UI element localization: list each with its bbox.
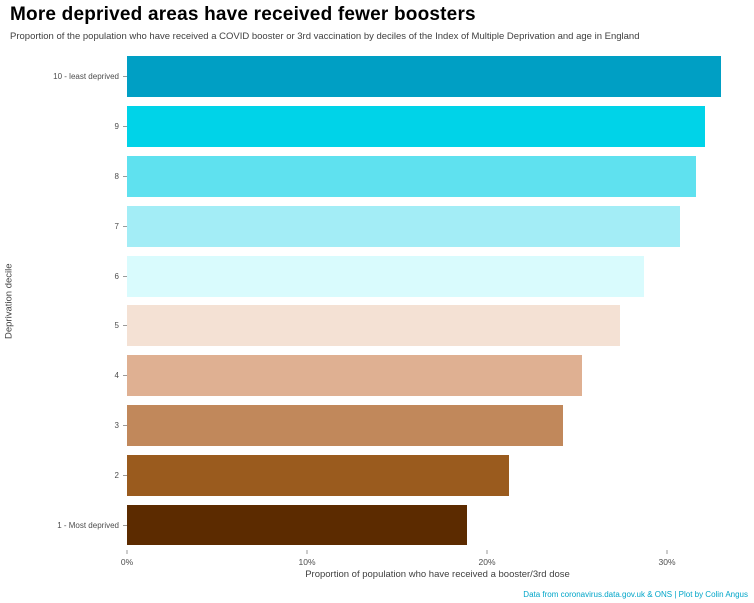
y-tick-mark	[123, 275, 127, 277]
y-tick-label: 4	[114, 371, 119, 381]
y-tick-mark	[123, 76, 127, 78]
bar-row	[127, 201, 748, 251]
bar	[127, 504, 468, 546]
bar-row	[127, 450, 748, 500]
y-tick-mark	[123, 225, 127, 227]
y-tick-labels: 10 - least deprived 9 8 7 6 5 4 3 2 1 - Most depr…	[0, 52, 127, 550]
bar	[127, 205, 680, 247]
x-tick-label: 10%	[298, 557, 316, 567]
bar-row	[127, 102, 748, 152]
chart-title: More deprived areas have received fewer …	[10, 4, 476, 25]
y-tick-row: 4	[0, 351, 127, 401]
y-tick-row: 5	[0, 301, 127, 351]
y-tick-label: 10 - least deprived	[53, 72, 119, 82]
bar-row	[127, 351, 748, 401]
y-tick-label: 1 - Most deprived	[57, 520, 119, 530]
y-tick-row: 8	[0, 152, 127, 202]
y-tick-row: 10 - least deprived	[0, 52, 127, 102]
bar-row	[127, 500, 748, 550]
plot-panel	[127, 52, 748, 550]
bar	[127, 405, 563, 446]
y-tick-row: 7	[0, 201, 127, 251]
bar	[127, 56, 721, 98]
y-tick-row: 9	[0, 102, 127, 152]
x-axis-title: Proportion of population who have receiv…	[305, 569, 570, 580]
bar-row	[127, 401, 748, 451]
y-tick-mark	[123, 474, 127, 476]
y-tick-row: 1 - Most deprived	[0, 500, 127, 550]
y-tick-row: 3	[0, 401, 127, 451]
chart-caption: Data from coronavirus.data.gov.uk & ONS …	[523, 590, 748, 599]
bar-row	[127, 52, 748, 102]
y-tick-label: 2	[114, 470, 119, 480]
y-tick-row: 6	[0, 251, 127, 301]
y-tick-mark	[123, 175, 127, 177]
y-tick-mark	[123, 524, 127, 526]
bar	[127, 106, 705, 148]
y-tick-label: 6	[114, 271, 119, 281]
y-tick-label: 5	[114, 321, 119, 331]
bar	[127, 156, 696, 197]
y-tick-mark	[123, 126, 127, 128]
y-tick-row: 2	[0, 450, 127, 500]
chart-subtitle: Proportion of the population who have re…	[10, 31, 640, 42]
bar-row	[127, 152, 748, 202]
bar-row	[127, 251, 748, 301]
bar	[127, 454, 509, 496]
bar	[127, 255, 644, 297]
y-tick-mark	[123, 375, 127, 377]
x-tick-mark	[486, 550, 488, 554]
bar-row	[127, 301, 748, 351]
x-tick-label: 0%	[120, 557, 134, 567]
x-axis: 0% 10% 20% 30%	[121, 550, 748, 574]
y-tick-label: 3	[114, 420, 119, 430]
y-tick-mark	[123, 424, 127, 426]
bar	[127, 355, 583, 397]
x-tick-mark	[666, 550, 668, 554]
bar	[127, 305, 621, 347]
y-tick-mark	[123, 325, 127, 327]
x-tick-label: 30%	[658, 557, 676, 567]
y-tick-label: 9	[114, 122, 119, 132]
y-tick-label: 8	[114, 171, 119, 181]
x-tick-label: 20%	[478, 557, 496, 567]
y-tick-label: 7	[114, 221, 119, 231]
x-tick-mark	[126, 550, 128, 554]
x-tick-mark	[306, 550, 308, 554]
